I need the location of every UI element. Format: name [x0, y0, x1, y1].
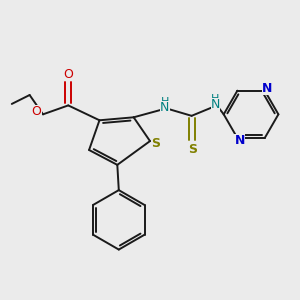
- Text: O: O: [32, 106, 41, 118]
- Text: S: S: [151, 137, 160, 150]
- Text: H: H: [211, 94, 220, 104]
- Text: H: H: [161, 97, 169, 107]
- Text: O: O: [63, 68, 73, 81]
- Text: S: S: [189, 142, 198, 156]
- Text: N: N: [235, 134, 245, 147]
- Text: N: N: [160, 101, 170, 114]
- Text: N: N: [262, 82, 272, 95]
- Text: N: N: [211, 98, 220, 111]
